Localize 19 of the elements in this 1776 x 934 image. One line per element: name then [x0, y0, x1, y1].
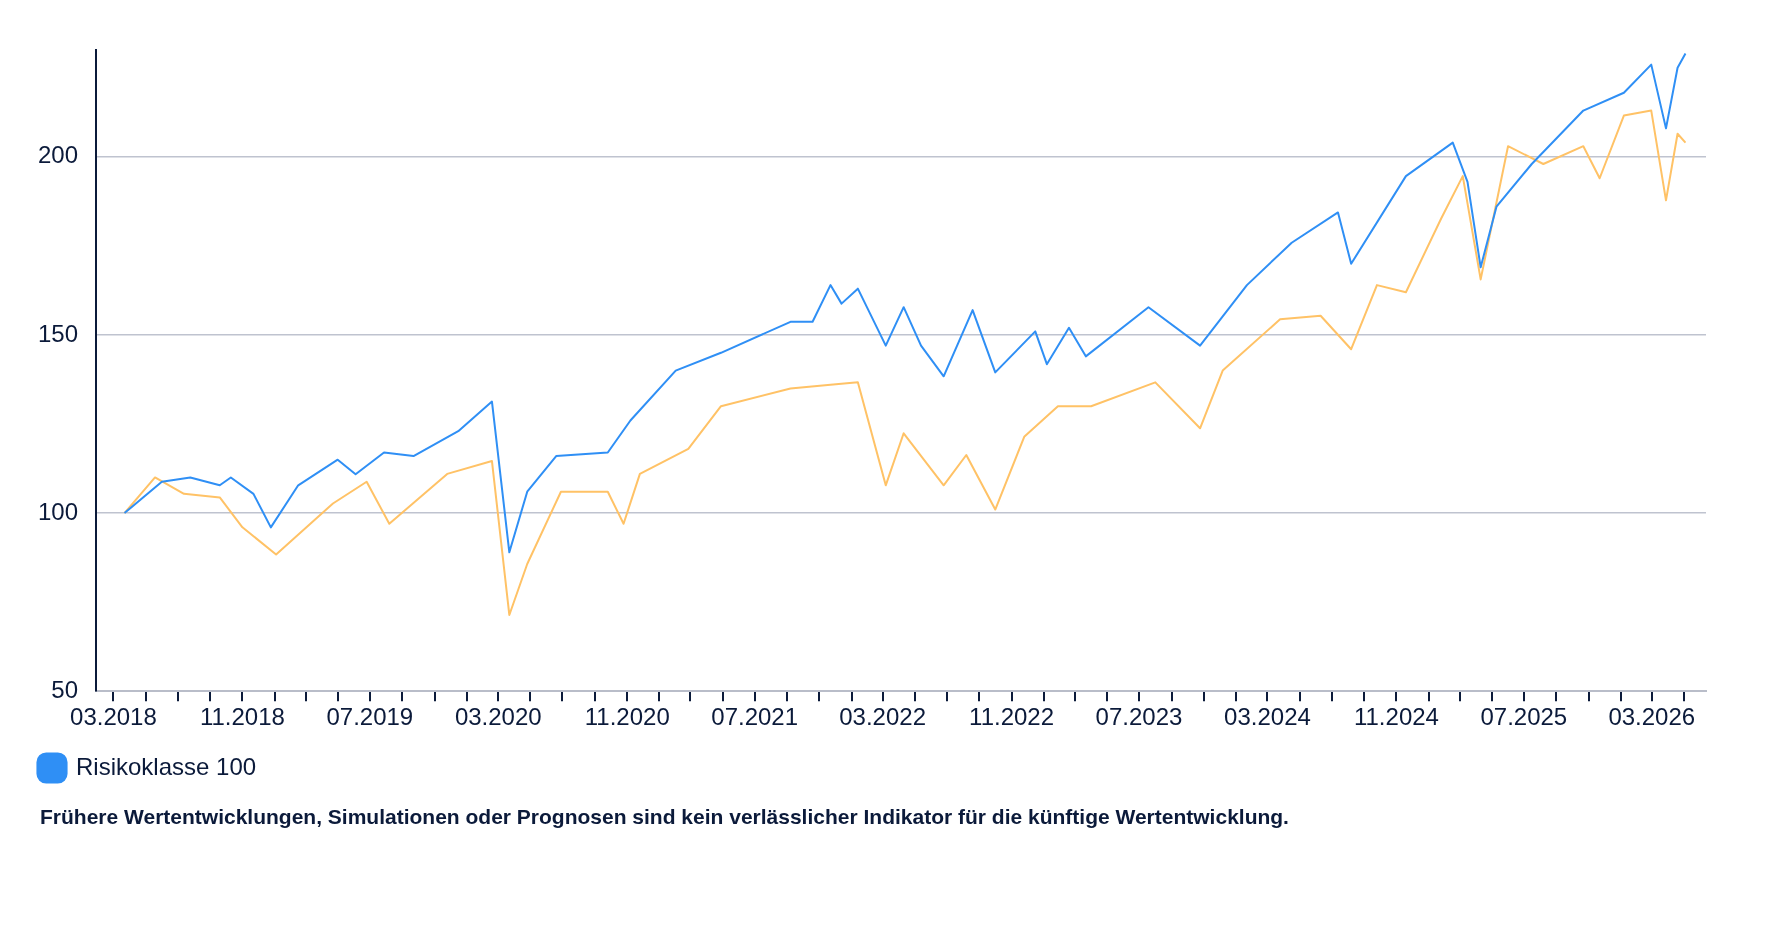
x-tick-label: 03.2020: [454, 703, 542, 731]
y-tick-label: 50: [51, 675, 79, 703]
x-tick-label: 07.2023: [1095, 703, 1183, 731]
y-tick-label: 100: [38, 497, 79, 525]
x-tick-label: 07.2019: [326, 703, 414, 731]
x-tick-label: 11.2024: [1353, 703, 1439, 731]
y-tick-label: 150: [38, 319, 79, 347]
x-tick-label: 03.2026: [1608, 703, 1696, 731]
x-tick-label: 03.2022: [839, 703, 926, 731]
x-tick-label: 07.2021: [711, 703, 799, 731]
legend-label: Risikoklasse 100: [76, 752, 257, 780]
x-tick-label: 03.2024: [1224, 703, 1311, 731]
x-tick-label: 07.2025: [1480, 703, 1568, 731]
x-tick-label: 11.2020: [584, 703, 670, 731]
x-tick-label: 11.2018: [199, 703, 285, 731]
text: Frühere Wertentwicklungen, Simulationen oder Prognosen sind kein verlässlicher Indikator für die künftige Wertentwicklung.: [40, 805, 1289, 829]
x-tick-label: 11.2022: [969, 703, 1055, 731]
x-tick-label: 03.2018: [70, 703, 157, 731]
y-tick-label: 200: [38, 141, 79, 169]
